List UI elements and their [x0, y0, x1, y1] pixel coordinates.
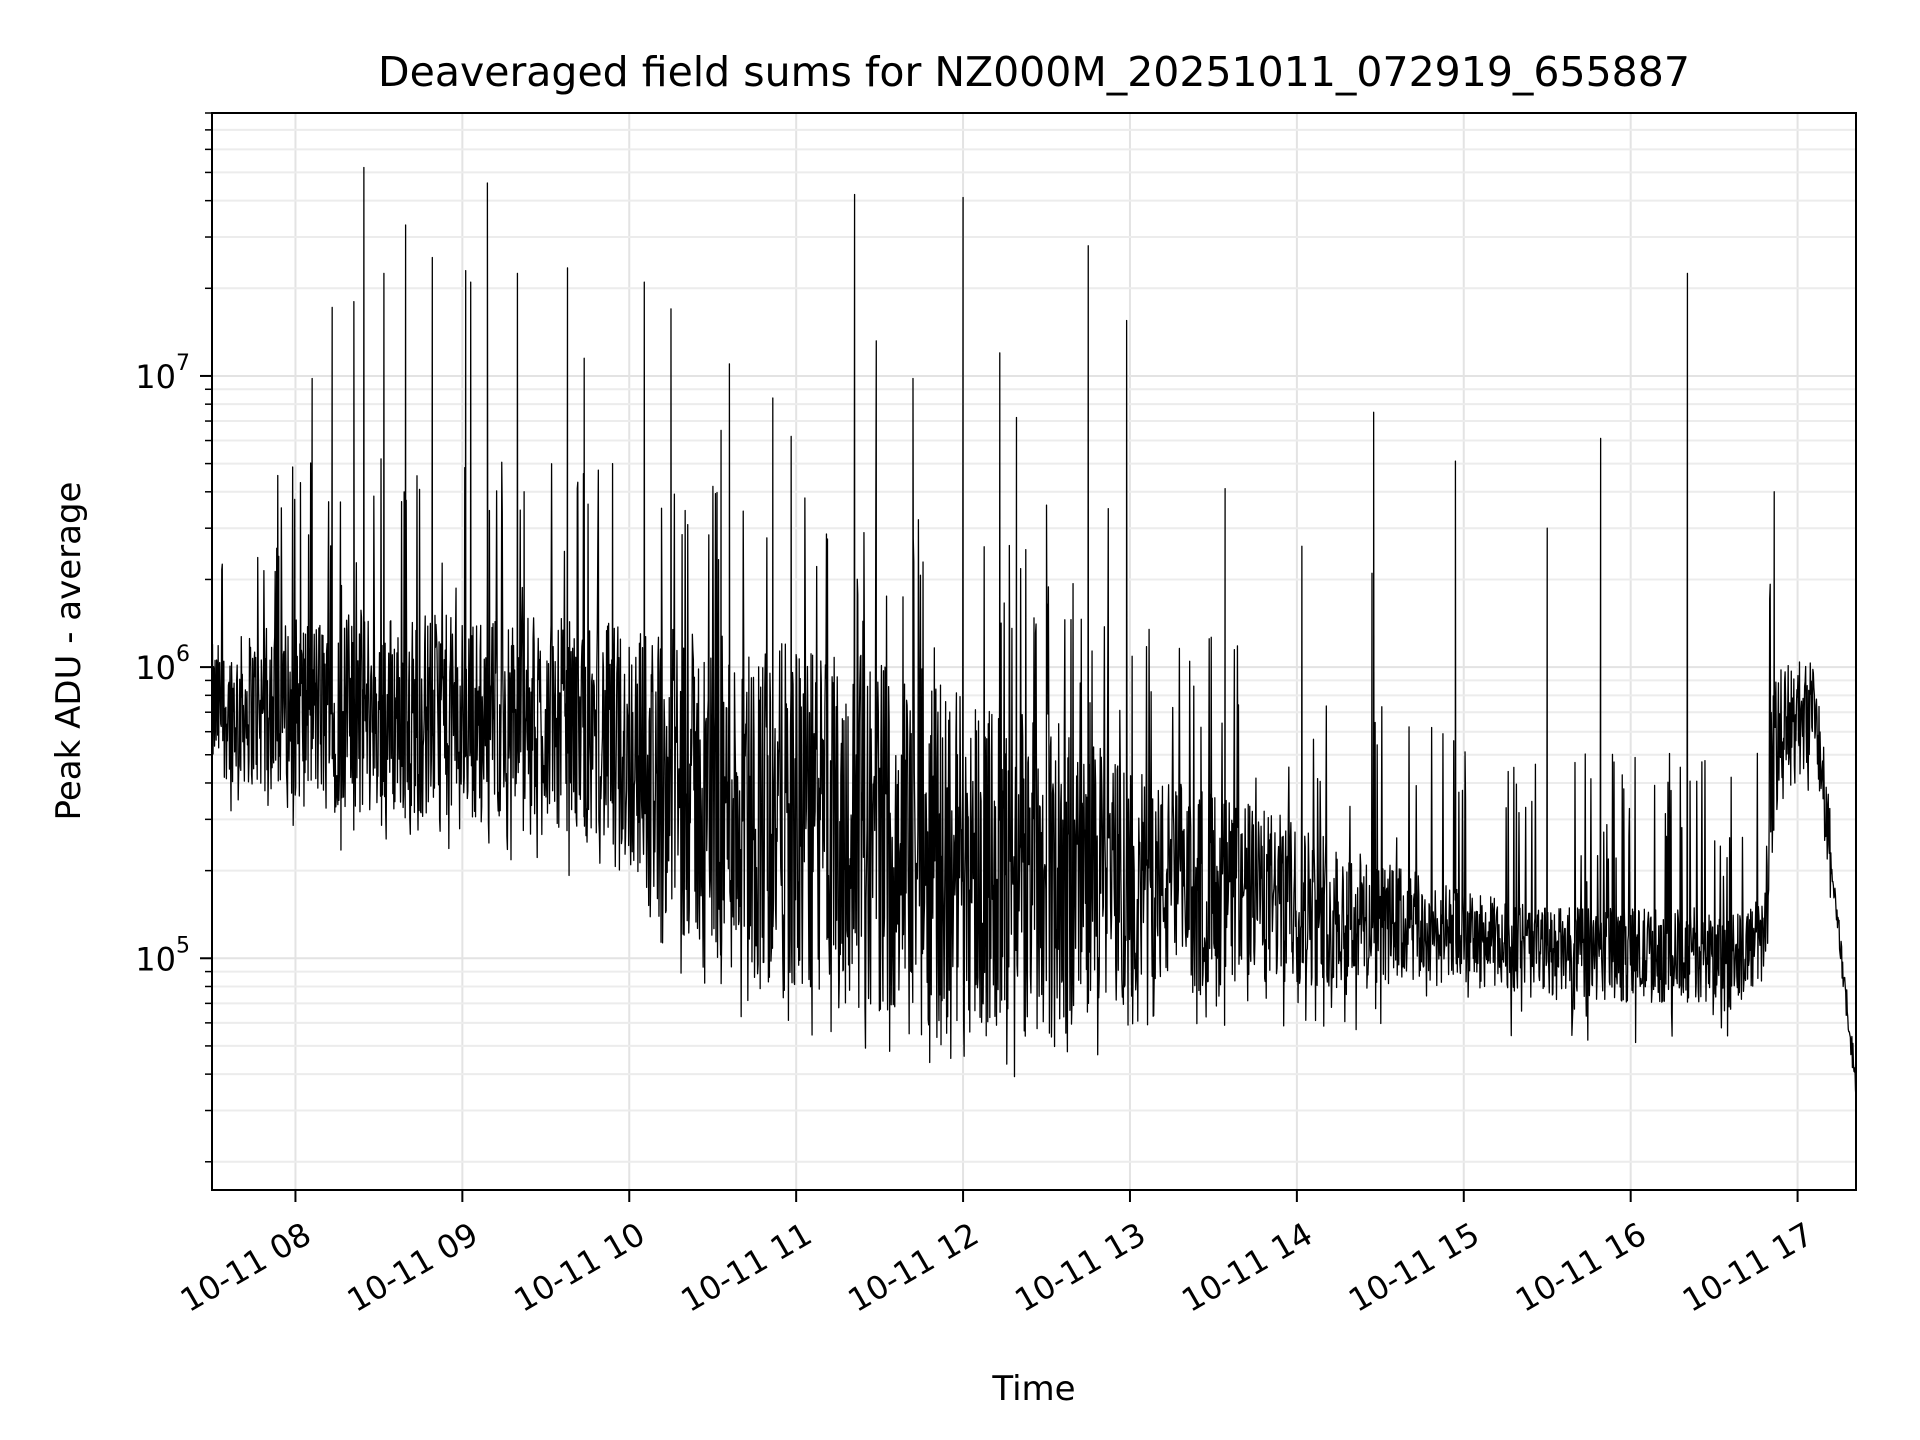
- x-axis-title: Time: [991, 1369, 1075, 1409]
- series-layer: [211, 166, 1857, 1099]
- plot-frame: [211, 112, 1857, 1191]
- y-tick-label-exponent: 7: [176, 351, 190, 376]
- y-tick-label-exponent: 6: [176, 642, 190, 667]
- y-tick-label: 107: [135, 351, 190, 396]
- y-tick-label-base: 10: [135, 940, 176, 978]
- chart-title: Deaveraged field sums for NZ000M_2025101…: [378, 48, 1690, 96]
- y-tick-label-base: 10: [135, 649, 176, 687]
- y-tick-label-base: 10: [135, 358, 176, 396]
- data-series-line: [211, 166, 1857, 1099]
- y-tick-label: 105: [135, 933, 190, 978]
- y-tick-label: 106: [135, 642, 190, 687]
- y-tick-label-exponent: 5: [176, 933, 190, 958]
- y-axis-title: Peak ADU - average: [49, 482, 89, 821]
